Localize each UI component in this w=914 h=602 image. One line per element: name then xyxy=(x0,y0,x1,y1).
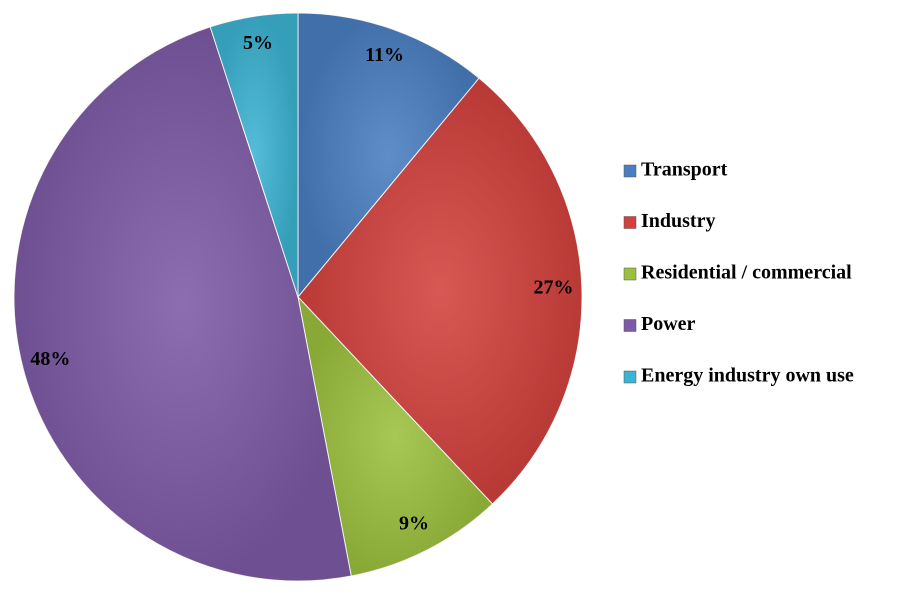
legend: Transport Industry Residential / commercia… xyxy=(623,159,854,387)
legend-label: Transport xyxy=(641,159,728,181)
legend-swatch xyxy=(623,370,637,384)
data-label: 48% xyxy=(30,348,70,370)
data-label: 27% xyxy=(533,277,573,299)
legend-label: Industry xyxy=(641,210,715,232)
legend-label: Residential / commercial xyxy=(641,262,852,284)
legend-swatch xyxy=(623,267,637,281)
legend-label: Power xyxy=(641,313,696,335)
legend-swatch xyxy=(623,164,637,178)
data-label: 11% xyxy=(365,44,404,66)
legend-swatch xyxy=(623,216,637,229)
pie: 11% 27% 9% 48% 5% xyxy=(13,12,583,582)
legend-swatch xyxy=(623,319,637,332)
data-label: 9% xyxy=(399,512,429,534)
legend-label: Energy industry own use xyxy=(641,365,854,387)
data-label: 5% xyxy=(243,32,273,54)
